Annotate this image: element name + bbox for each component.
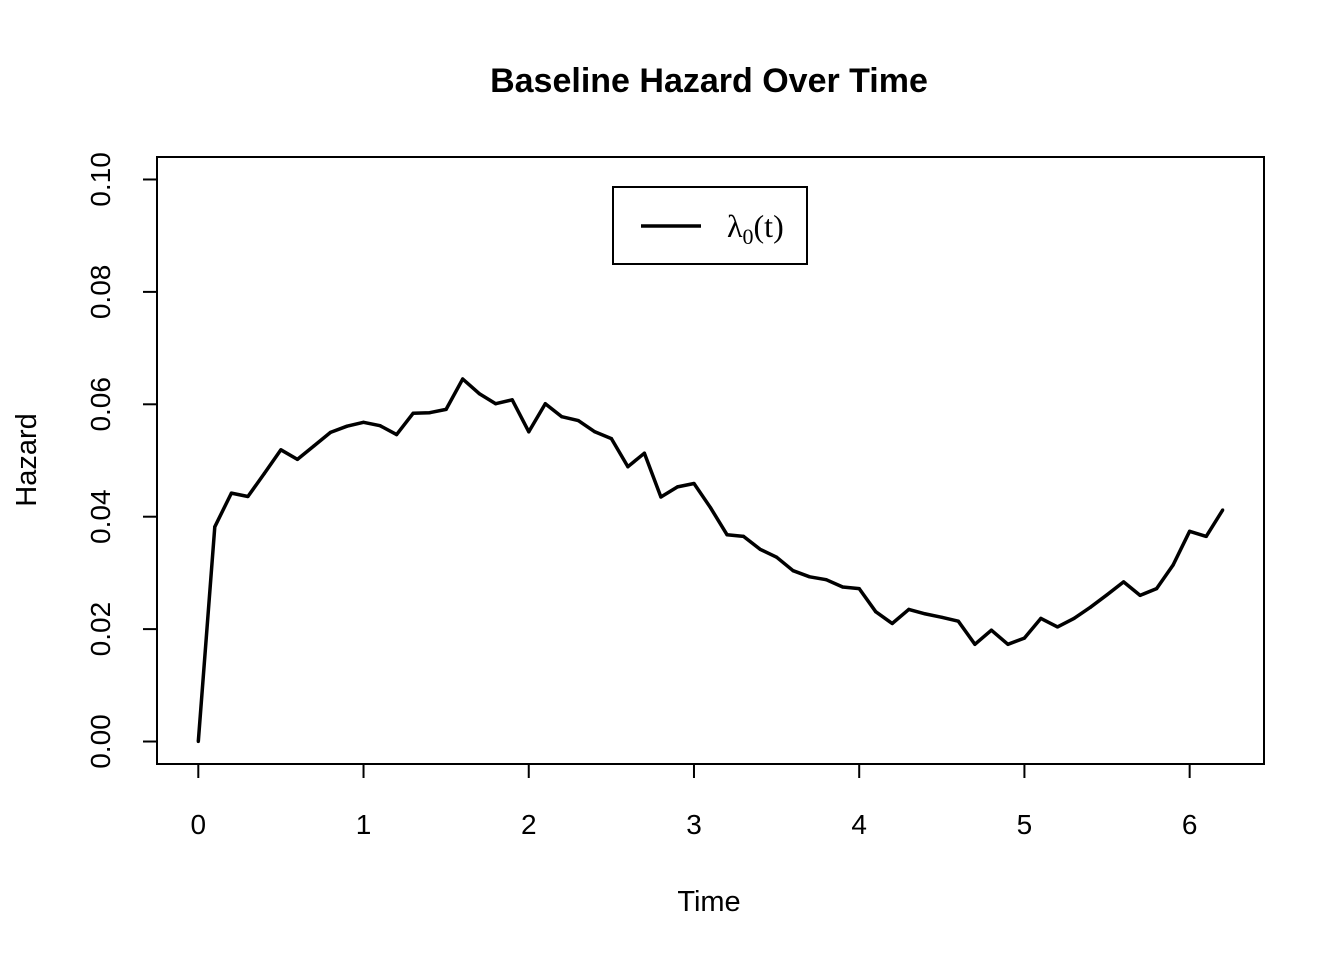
series-line (196, 377, 1225, 742)
series-layer (196, 377, 1225, 744)
data-point (626, 465, 630, 469)
data-point (824, 578, 828, 582)
data-point (1204, 534, 1208, 539)
x-tick-label: 2 (521, 809, 537, 840)
x-tick-label: 3 (686, 809, 702, 840)
legend-entry-suffix: (t) (754, 208, 784, 244)
x-axis: 0 1 2 3 4 5 6 (191, 763, 1198, 840)
x-tick-label: 0 (191, 809, 207, 840)
y-tick-label: 0.10 (85, 152, 116, 207)
data-point (940, 615, 944, 619)
data-point (874, 610, 878, 614)
x-tick-label: 5 (1017, 809, 1033, 840)
data-point (444, 407, 448, 411)
data-point (295, 457, 299, 461)
x-tick-label: 4 (851, 809, 867, 840)
data-point (642, 451, 647, 455)
legend-entry-main: λ (727, 208, 743, 244)
data-point (593, 430, 597, 434)
data-point (229, 491, 233, 495)
data-point (378, 424, 382, 428)
data-point (494, 402, 498, 406)
data-point (923, 612, 927, 616)
data-point (973, 642, 977, 646)
data-point (609, 437, 614, 441)
data-point (675, 485, 680, 489)
x-tick-label: 1 (356, 809, 372, 840)
chart-title: Baseline Hazard Over Time (490, 62, 928, 100)
data-point (841, 585, 845, 589)
data-point (1221, 508, 1225, 512)
data-point (477, 392, 481, 396)
y-tick-label: 0.00 (85, 714, 116, 769)
data-point (246, 494, 250, 499)
data-point (510, 398, 514, 402)
y-tick-label: 0.06 (85, 377, 116, 432)
data-point (361, 420, 366, 424)
data-point (890, 621, 894, 626)
data-point (1155, 587, 1159, 591)
data-point (196, 739, 200, 744)
data-point (527, 430, 531, 434)
data-point (1171, 563, 1175, 567)
data-point (461, 377, 465, 381)
data-point (411, 411, 415, 415)
data-point (428, 411, 432, 415)
data-point (213, 525, 217, 529)
legend-entry-sub: 0 (743, 224, 754, 249)
data-point (395, 433, 399, 437)
data-point (857, 587, 861, 591)
data-point (1122, 580, 1126, 584)
data-point (758, 547, 762, 551)
y-tick-label: 0.04 (85, 489, 116, 544)
data-point (741, 534, 746, 539)
y-axis: 0.00 0.02 0.04 0.06 0.08 0.10 (85, 152, 158, 769)
data-point (659, 495, 663, 499)
data-point (312, 444, 316, 448)
data-point (560, 415, 564, 419)
data-point (692, 481, 696, 486)
data-point (708, 506, 713, 510)
data-point (1188, 529, 1192, 533)
data-point (956, 619, 960, 623)
data-point (345, 424, 349, 428)
x-axis-label: Time (677, 886, 740, 918)
y-tick-label: 0.02 (85, 602, 116, 657)
data-point (279, 448, 283, 452)
x-tick-label: 6 (1182, 809, 1198, 840)
data-point (808, 575, 812, 579)
y-axis-label: Hazard (11, 413, 43, 507)
data-point (775, 555, 779, 559)
data-point (725, 533, 729, 537)
data-point (1022, 636, 1026, 640)
data-point (262, 471, 266, 475)
data-point (1006, 642, 1010, 646)
data-point (576, 419, 580, 423)
data-point (1055, 625, 1060, 629)
y-tick-label: 0.08 (85, 265, 116, 320)
data-point (1138, 593, 1142, 598)
legend-entry-label: λ0(t) (727, 208, 784, 249)
data-point (1105, 593, 1109, 597)
data-point (543, 402, 547, 406)
data-point (1039, 616, 1043, 621)
data-point (1088, 605, 1093, 609)
legend: λ0(t) (612, 186, 808, 265)
data-point (1072, 616, 1076, 621)
data-point (791, 569, 795, 573)
data-point (989, 628, 994, 632)
data-point (328, 430, 333, 434)
data-point (907, 607, 911, 612)
